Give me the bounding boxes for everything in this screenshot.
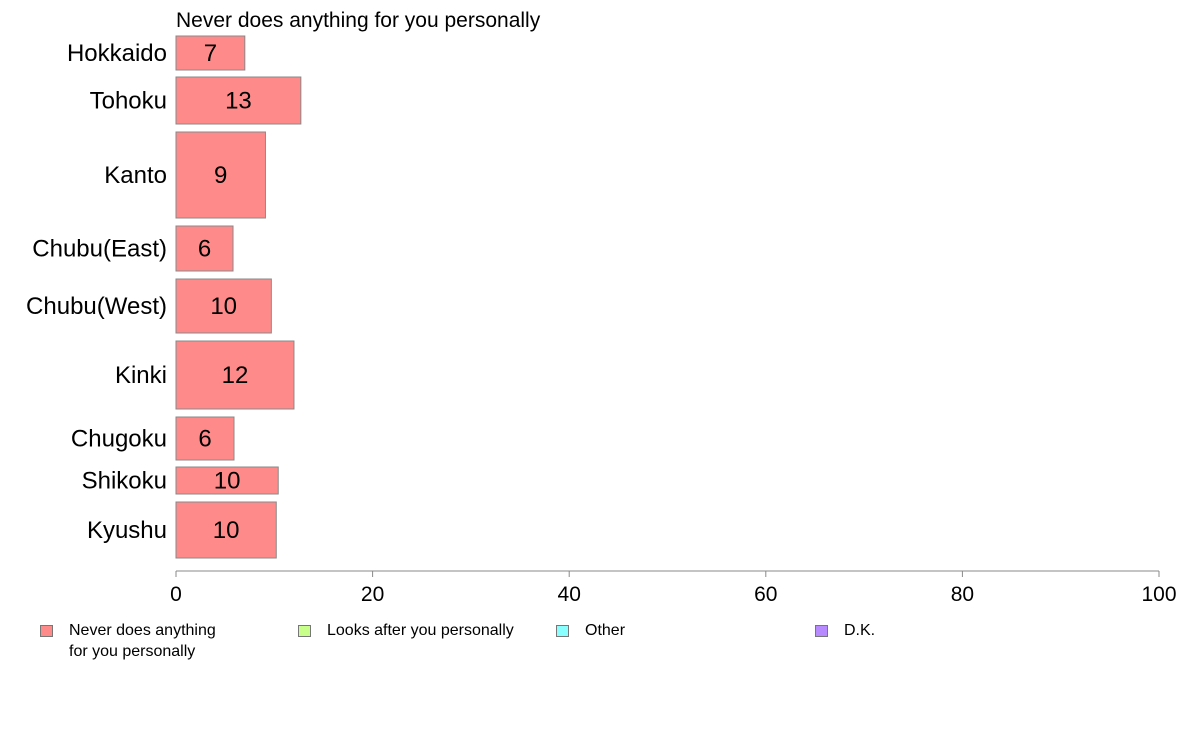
- legend-label-looks-after: Looks after you personally: [327, 622, 514, 639]
- category-label-chubu-east: Chubu(East): [32, 236, 167, 263]
- category-label-shikoku: Shikoku: [82, 468, 167, 495]
- bar-tohoku: [175, 76, 302, 125]
- bar-hokkaido: [175, 35, 246, 71]
- bar-label-shikoku: 10: [214, 468, 241, 495]
- bar-shikoku: [175, 466, 279, 495]
- x-tick-label-20: 20: [361, 583, 384, 606]
- bar-label-chugoku: 6: [198, 426, 211, 453]
- bar-label-kanto: 9: [214, 162, 227, 189]
- legend-label-other: Other: [585, 622, 626, 639]
- bar-label-kinki: 12: [222, 362, 249, 389]
- category-label-chubu-west: Chubu(West): [26, 293, 167, 320]
- bar-label-chubu-west: 10: [210, 293, 237, 320]
- category-label-hokkaido: Hokkaido: [67, 40, 167, 67]
- bar-chubu-west: [175, 278, 272, 334]
- category-label-kanto: Kanto: [104, 162, 167, 189]
- x-tick-label-0: 0: [170, 583, 182, 606]
- bar-label-tohoku: 13: [225, 88, 252, 115]
- legend-swatch-looks-after: [298, 625, 311, 637]
- bar-kanto: [175, 131, 266, 219]
- legend-label-never: Never does anything for you personally: [69, 622, 216, 660]
- legend-item-looks-after: Looks after you personally: [298, 620, 514, 641]
- bars-layer: 7 Hokkaido 13 Tohoku 9 Kanto 6 Chubu(East) 10 Chu…: [26, 35, 302, 559]
- bar-chart: Never does anything for you personally 7…: [26, 9, 1177, 606]
- legend-label-dk: D.K.: [844, 622, 876, 639]
- legend-item-never: Never does anything for you personally: [40, 620, 216, 662]
- x-axis: 0 20 40 60 80 100: [170, 570, 1177, 606]
- legend: Never does anything for you personally L…: [0, 620, 1188, 680]
- category-label-chugoku: Chugoku: [71, 426, 167, 453]
- bar-label-kyushu: 10: [213, 517, 240, 544]
- x-tick-label-100: 100: [1141, 583, 1176, 606]
- bar-chubu-east: [175, 225, 234, 272]
- legend-item-dk: D.K.: [815, 620, 875, 641]
- bar-kinki: [175, 340, 295, 410]
- bar-kyushu: [175, 501, 277, 559]
- category-label-kyushu: Kyushu: [87, 517, 167, 544]
- chart-title: Never does anything for you personally: [176, 9, 541, 32]
- x-tick-label-40: 40: [558, 583, 581, 606]
- legend-swatch-never: [40, 625, 53, 637]
- bar-chugoku: [175, 416, 235, 461]
- category-label-kinki: Kinki: [115, 362, 167, 389]
- bar-label-hokkaido: 7: [204, 40, 217, 67]
- legend-item-other: Other: [556, 620, 625, 641]
- x-tick-label-60: 60: [754, 583, 777, 606]
- x-tick-label-80: 80: [951, 583, 974, 606]
- legend-swatch-dk: [815, 625, 828, 637]
- bar-label-chubu-east: 6: [198, 236, 211, 263]
- legend-swatch-other: [556, 625, 569, 637]
- category-label-tohoku: Tohoku: [90, 88, 167, 115]
